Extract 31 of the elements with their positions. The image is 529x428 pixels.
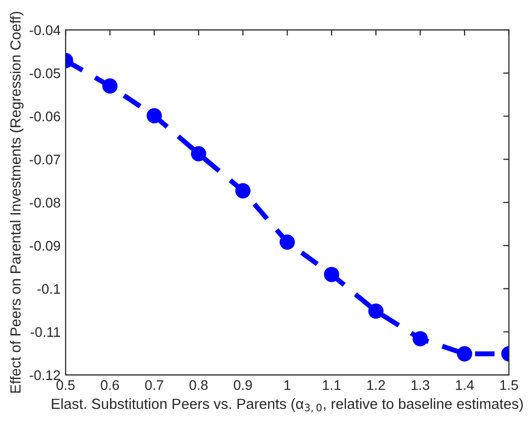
point (102, 78, 118, 94)
y-tick-label: -0.05 (30, 68, 60, 78)
y-tick-label: -0.12 (30, 370, 60, 380)
x-tick-label: 1.2 (367, 380, 385, 390)
point (368, 303, 384, 319)
x-tick-label: 0.8 (189, 380, 208, 390)
x-tick-label: 1.5 (500, 380, 518, 390)
point (412, 331, 428, 346)
x-axis-title: Elast. Substitution Peers vs. Parents (α$_{3,0}$, relative to baseline estimates) (52, 398, 523, 412)
x-tick-label: 1.1 (322, 380, 341, 390)
x-tick-label: 1.3 (412, 380, 430, 390)
point (146, 108, 162, 124)
point (324, 266, 340, 282)
y-axis-title: Effect of Peers on Parental Investments (Regression Coeff) (10, 12, 24, 393)
point (190, 146, 206, 162)
y-tick-label: -0.08 (30, 198, 60, 208)
point (235, 183, 251, 198)
x-tick-label: 0.7 (145, 380, 164, 390)
x-tick-label: 0.5 (56, 380, 75, 390)
point (280, 234, 295, 250)
x-tick-label: 0.9 (234, 380, 252, 390)
x-tick-label: 1 (284, 380, 290, 390)
y-tick-label: -0.06 (30, 112, 60, 122)
x-tick-label: 1.4 (456, 380, 474, 390)
point (456, 346, 472, 362)
y-tick-label: -0.04 (30, 25, 60, 36)
x-tick-label: 0.6 (100, 380, 119, 390)
y-tick-label: -0.07 (30, 154, 60, 164)
y-tick-label: -0.1 (37, 284, 60, 294)
y-tick-label: -0.11 (30, 327, 60, 337)
y-tick-label: -0.09 (30, 240, 60, 251)
